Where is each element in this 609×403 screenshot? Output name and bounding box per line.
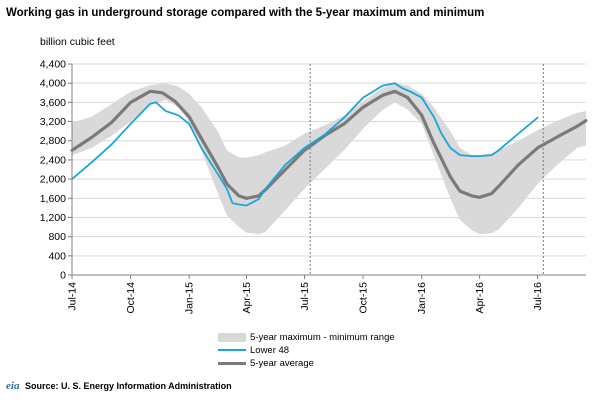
x-tick-label: Jan-16 xyxy=(416,282,428,314)
dashed-markers xyxy=(309,64,544,275)
y-tick-label: 0 xyxy=(60,270,66,282)
y-tick-label: 1,600 xyxy=(40,193,66,205)
range-band xyxy=(72,83,586,235)
y-tick-label: 3,200 xyxy=(40,116,66,128)
range-band-layer xyxy=(72,83,586,235)
axes xyxy=(68,63,586,279)
legend-swatch-lower48 xyxy=(218,349,246,351)
series-line-lower-48 xyxy=(71,82,539,207)
x-tick-label: Oct-14 xyxy=(125,282,137,314)
x-tick-label: Apr-16 xyxy=(474,282,486,314)
y-tick-label: 800 xyxy=(48,231,66,243)
legend-label-lower48: Lower 48 xyxy=(250,345,290,356)
y-tick-label: 2,000 xyxy=(40,174,66,186)
source-note: eia Source: U. S. Energy Information Adm… xyxy=(6,380,232,392)
source-text: Source: U. S. Energy Information Adminis… xyxy=(24,381,232,391)
y-tick-label: 2,800 xyxy=(40,135,66,147)
x-tick-label: Oct-15 xyxy=(358,282,370,314)
y-tick-label: 4,400 xyxy=(40,59,66,71)
x-tick-label: Jan-15 xyxy=(184,282,196,314)
y-tick-label: 2,400 xyxy=(40,154,66,166)
y-tick-label: 3,600 xyxy=(40,97,66,109)
eia-logo: eia xyxy=(6,380,20,392)
x-tick-labels: Jul-14 Oct-14 Jan-15 Apr-15 Jul-15 Oct-15 Jan-… xyxy=(67,282,545,314)
y-tick-labels: 0 400 800 1,200 1,600 2,000 2,400 2,800 3,200 3,6… xyxy=(40,59,66,282)
series-lines xyxy=(70,82,588,207)
x-tick-label: Jul-15 xyxy=(299,282,311,311)
legend-label-range: 5-year maximum - minimum range xyxy=(250,332,395,343)
legend-label-average: 5-year average xyxy=(250,358,314,369)
legend-swatch-average xyxy=(218,362,246,365)
x-tick-label: Jul-14 xyxy=(67,282,79,311)
gridlines xyxy=(72,63,586,257)
x-tick-label: Jul-16 xyxy=(532,282,544,311)
y-tick-label: 4,000 xyxy=(40,78,66,90)
y-tick-label: 400 xyxy=(48,250,66,262)
chart-title: Working gas in underground storage compa… xyxy=(6,7,485,19)
x-tick-label: Apr-15 xyxy=(241,282,253,314)
y-axis-label: billion cubic feet xyxy=(40,36,115,48)
legend-swatch-range xyxy=(218,333,246,342)
series-line-5-year-average xyxy=(70,89,588,200)
y-tick-label: 1,200 xyxy=(40,212,66,224)
